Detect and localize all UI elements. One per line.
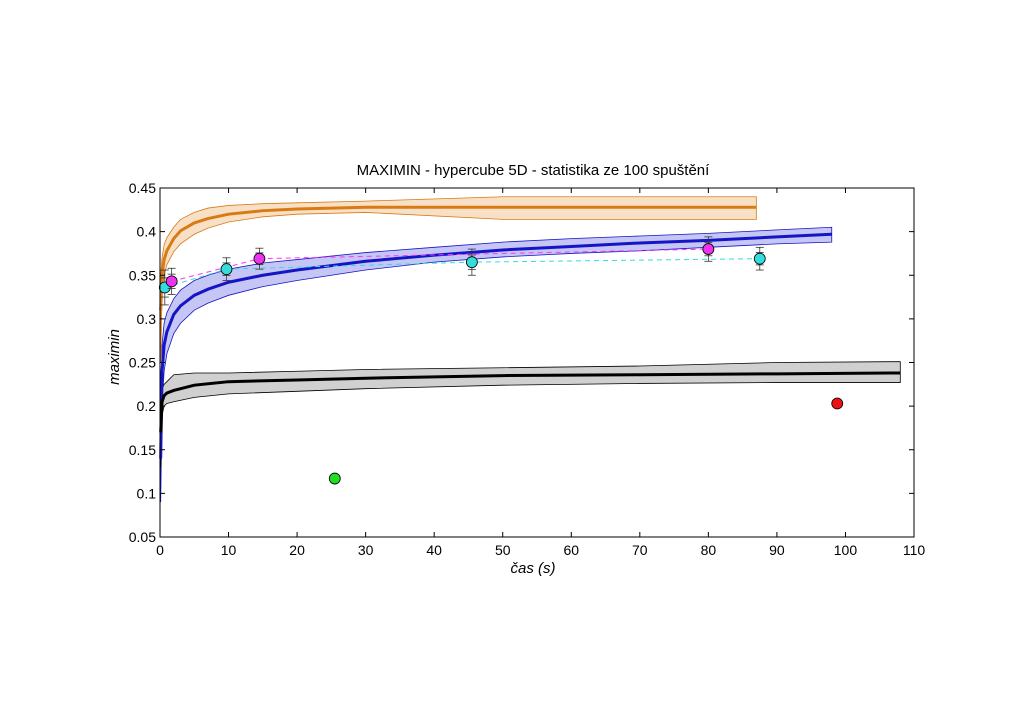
series-1-line: [159, 232, 832, 459]
x-tick-label: 50: [495, 542, 511, 558]
data-point-5: [753, 252, 766, 265]
data-point-6: [165, 275, 178, 288]
y-tick-label: 0.2: [137, 398, 157, 414]
dashed-series-1: [164, 258, 760, 288]
data-point-4: [465, 256, 478, 269]
x-tick-label: 70: [632, 542, 648, 558]
x-axis-label: čas (s): [511, 560, 556, 577]
x-tick-label: 0: [156, 542, 164, 558]
y-tick-label: 0.05: [129, 529, 156, 545]
data-point-8: [702, 243, 715, 255]
x-tick-label: 60: [563, 542, 579, 558]
y-tick-label: 0.3: [137, 311, 157, 327]
y-tick-label: 0.35: [129, 267, 156, 283]
x-tick-label: 90: [769, 542, 785, 558]
y-tick-label: 0.1: [137, 485, 157, 501]
data-point-7: [253, 252, 266, 265]
x-tick-label: 80: [701, 542, 717, 558]
y-tick-label: 0.45: [129, 180, 156, 196]
x-tick-label: 40: [426, 542, 442, 558]
data-point-3: [220, 263, 233, 276]
y-tick-label: 0.15: [129, 442, 156, 458]
y-axis-label: maximin: [106, 329, 123, 385]
series-2-band: [160, 361, 901, 468]
x-tick-label: 110: [903, 542, 926, 558]
y-tick-label: 0.4: [137, 224, 157, 240]
series-1-band: [160, 226, 833, 503]
data-point-1: [831, 397, 844, 410]
x-tick-label: 10: [221, 542, 237, 558]
series-2-line: [159, 371, 901, 433]
chart-title: MAXIMIN - hypercube 5D - statistika ze 1…: [357, 162, 710, 179]
x-tick-label: 20: [289, 542, 305, 558]
y-tick-label: 0.25: [129, 355, 156, 371]
data-point-0: [328, 472, 341, 485]
x-tick-label: 30: [358, 542, 374, 558]
series-0-band: [160, 196, 757, 363]
series-0-line: [159, 205, 757, 311]
x-tick-label: 100: [834, 542, 858, 558]
